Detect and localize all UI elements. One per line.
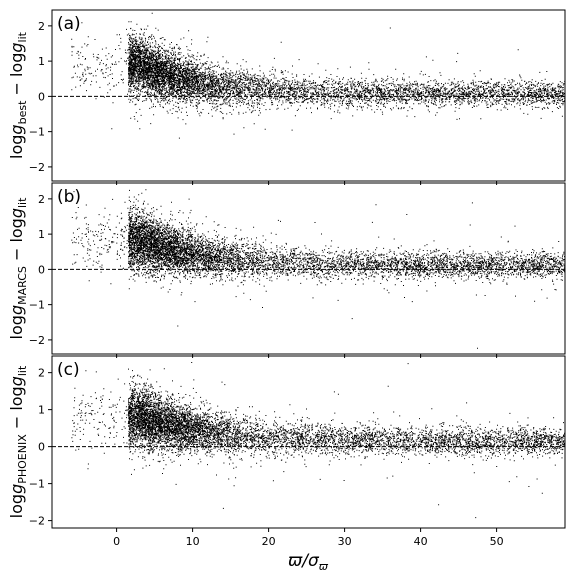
plot-frame: [51, 182, 566, 355]
scatter-points: [71, 362, 565, 519]
y-tick-label: 0: [38, 441, 45, 454]
x-tick-label: 40: [414, 535, 428, 548]
y-tick-label: 2: [38, 193, 45, 206]
y-tick-label: 2: [38, 367, 45, 380]
y-tick-label: −2: [29, 161, 45, 174]
scatter-marks: [71, 189, 565, 349]
y-axis-label: loggPHOENIX − logglit: [7, 365, 29, 518]
y-tick-label: 1: [38, 228, 45, 241]
scatter-points: [71, 12, 565, 139]
x-axis-label-text: ϖ/σϖ: [288, 551, 329, 573]
y-tick-label: −1: [29, 299, 45, 312]
x-tick-label: 50: [490, 535, 504, 548]
plot-frame: [51, 355, 566, 529]
scatter-marks: [71, 12, 565, 139]
panel-letter: (b): [57, 187, 81, 207]
y-tick-label: −2: [29, 334, 45, 347]
y-axis-label: loggMARCS − logglit: [7, 197, 29, 340]
y-tick-label: 1: [38, 55, 45, 68]
y-tick-label: −1: [29, 126, 45, 139]
y-tick-label: 0: [38, 263, 45, 276]
y-axis-label: loggbest − logglit: [7, 31, 29, 159]
x-tick-label: 20: [262, 535, 276, 548]
x-tick-label: 30: [338, 535, 352, 548]
y-tick-label: 0: [38, 90, 45, 103]
y-tick-label: −1: [29, 478, 45, 491]
scatter-marks: [71, 362, 565, 519]
y-tick-label: −2: [29, 515, 45, 528]
y-tick-label: 1: [38, 404, 45, 417]
panel-b: −2 −1 0 1 2 (b) loggMARCS − logglit: [7, 182, 566, 358]
x-tick-label: 0: [113, 535, 120, 548]
y-tick-label: 2: [38, 20, 45, 33]
plot-frame: [51, 9, 566, 182]
x-tick-label: 10: [186, 535, 200, 548]
panel-letter: (a): [57, 14, 81, 34]
scatter-points: [71, 189, 565, 349]
panel-a: −2 −1 0 1 2 (a) loggbest − logglit: [7, 9, 566, 185]
x-axis-label: ϖ/σϖ: [288, 551, 329, 573]
panel-letter: (c): [57, 360, 80, 380]
